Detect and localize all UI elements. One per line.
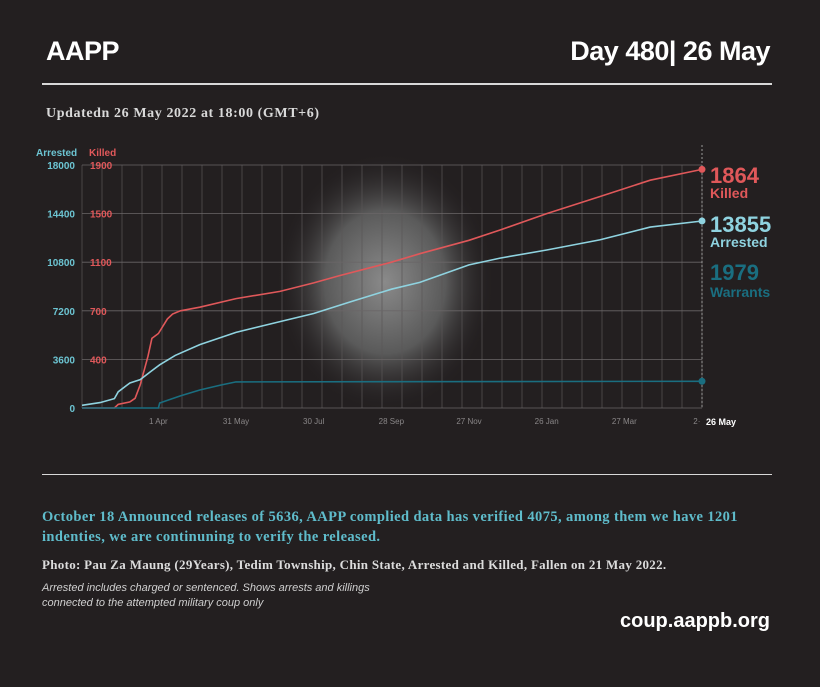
- x-tick-label: 27 Nov: [456, 417, 481, 426]
- day-counter: Day 480| 26 May: [570, 36, 770, 66]
- x-end-label: 26 May: [706, 417, 736, 427]
- final-label-killed: Killed: [710, 185, 748, 201]
- y-tick-killed: 400: [90, 355, 107, 366]
- y-tick-arrested: 14400: [47, 210, 75, 221]
- x-tick-label: 30 Jul: [303, 417, 325, 426]
- y-tick-killed: 1900: [90, 161, 113, 172]
- y-tick-killed: 1500: [90, 210, 113, 221]
- bottom-divider: [42, 474, 772, 475]
- final-value-arrested: 13855: [710, 212, 771, 237]
- victim-photo: [275, 152, 495, 412]
- y-axis-label-killed: Killed: [89, 148, 116, 159]
- y-tick-arrested: 7200: [53, 307, 76, 318]
- axes: 18000 1900 14400 1500 10800 1100 7200 700 3600 40…: [36, 145, 736, 427]
- y-tick-arrested: 0: [69, 404, 75, 415]
- updated-timestamp: Updatedn 26 May 2022 at 18:00 (GMT+6): [46, 106, 320, 121]
- series-lines: [81, 165, 706, 409]
- y-tick-killed: 1100: [90, 258, 112, 269]
- top-divider: [42, 83, 772, 85]
- note-line: connected to the attempted military coup…: [42, 597, 264, 609]
- release-description: October 18 Announced releases of 5636, A…: [42, 509, 738, 545]
- x-tick-label: 27 Mar: [612, 417, 637, 426]
- series-end-dot-killed: [698, 165, 706, 173]
- y-tick-arrested: 3600: [53, 355, 76, 366]
- grid: [81, 164, 703, 409]
- series-end-dot-warrants: [698, 377, 706, 385]
- series-end-dot-arrested: [698, 217, 706, 225]
- y-tick-arrested: 10800: [47, 258, 75, 269]
- final-label-warrants: Warrants: [710, 284, 770, 300]
- y-tick-arrested: 18000: [47, 161, 75, 172]
- photo-caption: Photo: Pau Za Maung (29Years), Tedim Tow…: [42, 557, 667, 572]
- series-line-arrested: [81, 220, 703, 407]
- final-label-arrested: Arrested: [710, 234, 768, 250]
- series-line-killed: [82, 168, 703, 409]
- x-tick-label: 1 Apr: [149, 417, 168, 426]
- note-line: Arrested includes charged or sentenced. …: [42, 582, 370, 594]
- website-link[interactable]: coup.aappb.org: [620, 610, 770, 632]
- final-value-warrants: 1979: [710, 260, 759, 285]
- x-tick-label: 2·: [693, 417, 700, 426]
- y-tick-killed: 700: [90, 307, 107, 318]
- final-value-killed: 1864: [710, 163, 760, 188]
- methodology-note: Arrested includes charged or sentenced. …: [42, 581, 370, 611]
- x-tick-label: 28 Sep: [379, 417, 405, 426]
- line-chart: 18000 1900 14400 1500 10800 1100 7200 700 3600 40…: [36, 145, 771, 427]
- brand-title: AAPP: [46, 36, 120, 66]
- x-tick-label: 31 May: [223, 417, 249, 426]
- series-line-warrants: [82, 380, 703, 409]
- x-tick-label: 26 Jan: [535, 417, 559, 426]
- y-axis-label-arrested: Arrested: [36, 148, 77, 159]
